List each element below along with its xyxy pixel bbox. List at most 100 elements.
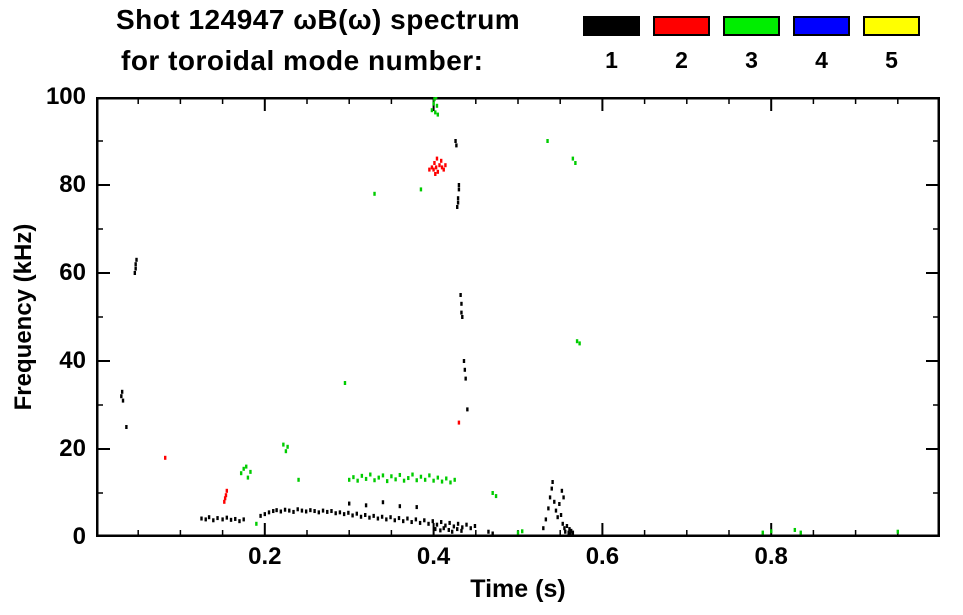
chart-subtitle: for toroidal mode number: [121,45,484,76]
data-point-n1 [402,519,405,524]
data-point-n1 [338,510,342,515]
data-point-n2 [434,172,437,176]
y-tick-label: 20 [59,435,86,462]
data-point-n1 [304,509,308,514]
data-point-n3 [373,478,376,483]
data-point-n1 [272,509,275,514]
data-point-n1 [456,521,460,526]
legend-number-4: 4 [815,47,828,73]
data-point-n1 [348,501,351,506]
data-point-n1 [461,315,464,319]
data-point-n1 [554,508,558,513]
legend-number-3: 3 [745,47,758,73]
data-point-n1 [415,505,418,510]
data-point-n2 [435,156,439,161]
data-point-n1 [121,398,125,403]
data-point-n1 [560,488,564,493]
data-point-n3 [245,464,248,469]
data-point-n1 [372,513,375,518]
data-point-n1 [439,520,443,525]
data-point-n2 [164,455,167,460]
data-point-n3 [390,474,393,479]
data-point-n1 [368,515,371,520]
data-point-n1 [551,480,554,484]
legend-number-5: 5 [885,47,898,73]
data-point-n1 [204,517,207,522]
legend-swatch-5 [863,16,920,36]
data-point-n1 [464,376,467,381]
data-point-n3 [491,491,494,495]
data-point-n1 [288,508,291,513]
data-point-n1 [544,517,548,522]
data-point-n1 [351,513,354,518]
data-point-n1 [466,407,469,412]
data-point-n1 [454,139,457,143]
data-point-n1 [364,503,368,508]
data-point-n3 [434,95,438,99]
data-point-n1 [461,525,464,530]
data-point-n1 [364,513,367,517]
data-point-n3 [364,476,368,481]
data-point-n3 [373,191,376,196]
data-point-n2 [442,167,445,172]
data-point-n1 [275,508,278,513]
data-point-n3 [799,530,802,535]
data-point-n3 [284,449,288,454]
data-point-n1 [455,143,458,148]
data-point-n1 [439,528,442,533]
data-point-n3 [352,475,355,480]
data-point-n2 [444,163,447,168]
data-point-n1 [547,506,550,511]
data-point-n1 [397,516,401,521]
data-point-n1 [326,509,329,514]
data-point-n1 [450,529,454,534]
data-point-n1 [469,526,472,531]
data-point-n1 [359,514,363,519]
data-point-n1 [427,521,430,526]
data-point-n3 [343,381,347,385]
data-point-n1 [444,523,447,528]
data-point-n3 [428,473,431,478]
data-point-n3 [385,479,389,484]
data-point-n1 [225,515,229,520]
data-point-n3 [369,472,372,477]
data-point-n3 [434,110,437,115]
data-point-n1 [423,518,426,523]
data-point-n1 [567,530,570,535]
data-point-n1 [317,510,321,515]
data-point-n1 [569,531,572,536]
data-point-n1 [216,516,219,521]
data-point-n2 [223,496,227,501]
data-point-n2 [430,165,434,170]
data-point-n1 [389,515,392,520]
data-point-n1 [381,500,385,505]
data-point-n1 [242,517,245,522]
data-point-n1 [452,524,456,529]
data-point-n1 [376,516,380,521]
data-point-n1 [393,518,396,523]
data-point-n3 [430,108,434,113]
data-point-n1 [296,507,299,512]
data-point-n1 [334,511,337,516]
plot-frame [96,97,940,537]
data-point-n1 [448,520,451,525]
data-point-n3 [761,530,764,535]
y-axis-label: Frequency (kHz) [10,223,37,411]
plot-svg [96,95,940,538]
data-point-n1 [491,531,494,536]
data-point-n2 [436,169,440,174]
legend-swatch-1 [583,16,640,36]
data-point-n1 [435,522,439,527]
data-point-n1 [120,394,123,399]
data-point-n3 [246,475,250,480]
data-point-n1 [565,524,569,528]
data-point-n1 [410,520,413,525]
legend-swatch-3 [723,16,780,36]
data-point-n1 [418,520,422,525]
data-point-n3 [239,471,243,476]
data-point-n1 [238,519,241,524]
y-tick-label: 0 [72,523,86,550]
data-point-n3 [282,442,285,447]
data-point-n1 [279,509,283,514]
data-point-n1 [442,526,445,531]
